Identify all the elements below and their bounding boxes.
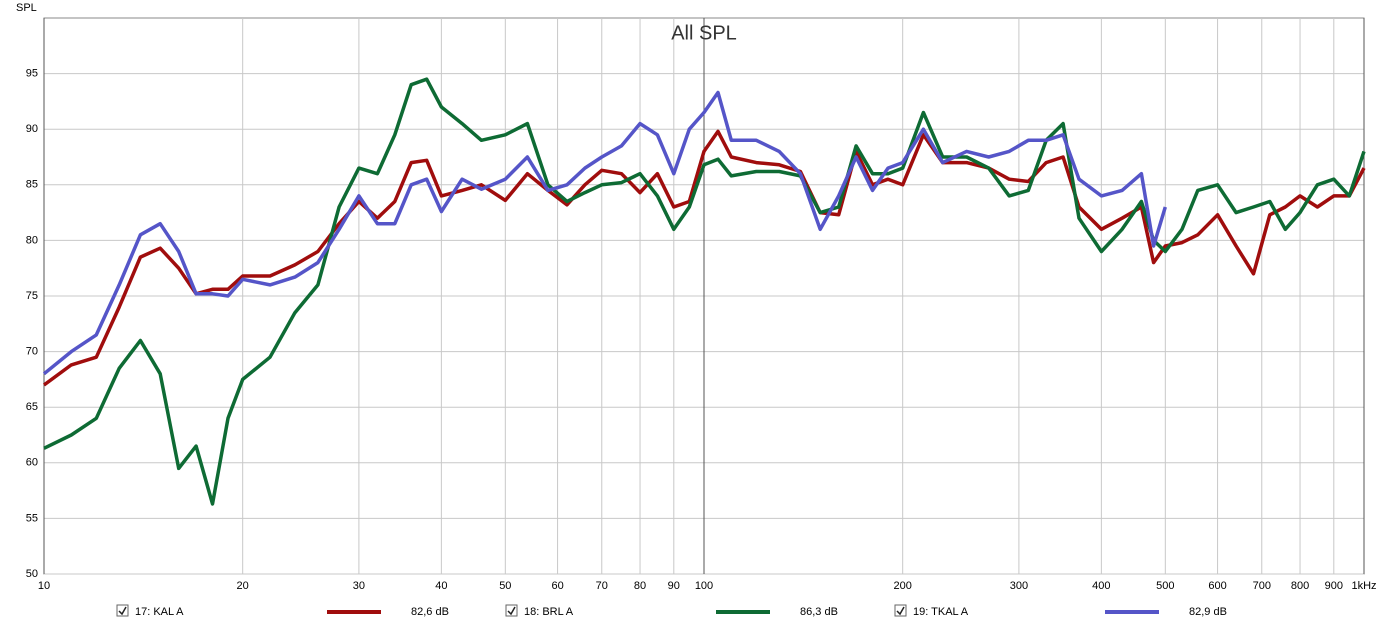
legend-name: 19: TKAL A: [913, 606, 969, 618]
series-line: [43, 77, 1366, 506]
x-tick-label: 10: [38, 580, 50, 592]
y-tick-label: 60: [26, 457, 38, 469]
legend-checkbox: [505, 604, 518, 617]
x-tick-label: 200: [894, 580, 912, 592]
x-tick-label: 500: [1156, 580, 1174, 592]
chart-title: All SPL: [671, 22, 737, 44]
legend-checkbox: [116, 604, 129, 617]
y-tick-label: 95: [26, 68, 38, 80]
y-axis-label: SPL: [16, 2, 37, 14]
y-tick-label: 90: [26, 123, 38, 135]
series-line: [42, 90, 1167, 376]
legend-item: 19: TKAL A 82,9 dB: [894, 604, 1227, 618]
x-tick-label: 300: [1010, 580, 1028, 592]
y-tick-label: 50: [26, 568, 38, 580]
legend-check: [118, 606, 127, 616]
y-tick-label: 80: [26, 234, 38, 246]
legend-name: 18: BRL A: [524, 606, 574, 618]
x-tick-label: 700: [1253, 580, 1271, 592]
legend-check: [896, 606, 905, 616]
y-tick-label: 65: [26, 401, 38, 413]
y-tick-label: 70: [26, 346, 38, 358]
x-tick-label: 20: [237, 580, 249, 592]
y-tick-label: 85: [26, 179, 38, 191]
x-tick-label: 800: [1291, 580, 1309, 592]
x-tick-label: 100: [695, 580, 713, 592]
x-tick-label: 70: [596, 580, 608, 592]
x-tick-label: 50: [499, 580, 511, 592]
x-tick-label: 400: [1092, 580, 1110, 592]
legend-level: 86,3 dB: [800, 606, 838, 618]
x-tick-label: 900: [1325, 580, 1343, 592]
x-tick-label: 30: [353, 580, 365, 592]
legend-check: [507, 606, 516, 616]
legend-level: 82,9 dB: [1189, 606, 1227, 618]
y-tick-label: 75: [26, 290, 38, 302]
x-tick-label: 60: [551, 580, 563, 592]
legend-name: 17: KAL A: [135, 606, 184, 618]
x-tick-label: 600: [1208, 580, 1226, 592]
legend-item: 17: KAL A 82,6 dB: [116, 604, 449, 618]
legend-item: 18: BRL A 86,3 dB: [505, 604, 838, 618]
x-tick-label: 1kHz: [1351, 580, 1376, 592]
x-tick-label: 90: [668, 580, 680, 592]
legend-checkbox: [894, 604, 907, 617]
x-tick-label: 80: [634, 580, 646, 592]
x-tick-label: 40: [435, 580, 447, 592]
legend-level: 82,6 dB: [411, 606, 449, 618]
y-tick-label: 55: [26, 512, 38, 524]
